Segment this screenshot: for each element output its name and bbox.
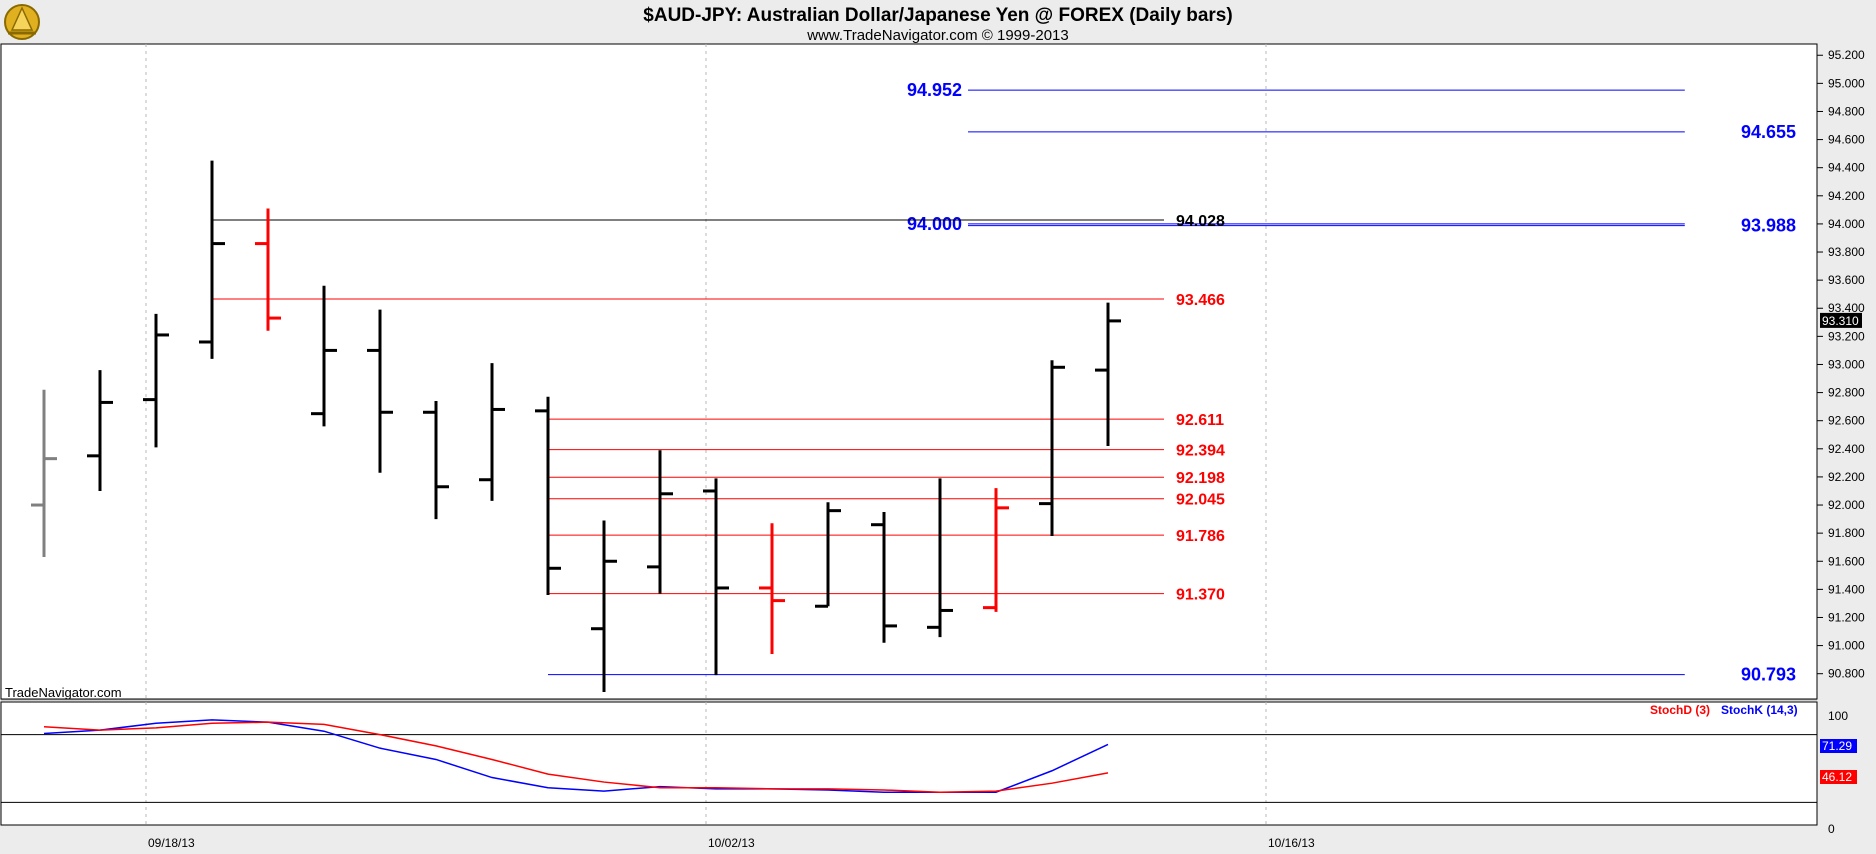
stoch-tick-100: 100 (1828, 709, 1848, 723)
level-label-93.988: 93.988 (1741, 216, 1796, 236)
y-tick-label: 93.000 (1828, 357, 1865, 371)
ohlc-bar (31, 389, 57, 558)
stochastic-lines (1, 719, 1817, 803)
level-label-92.611: 92.611 (1176, 412, 1224, 429)
ohlc-bar (255, 208, 281, 331)
y-tick-label: 92.200 (1828, 470, 1865, 484)
y-tick-label: 93.800 (1828, 245, 1865, 259)
y-tick-label: 91.000 (1828, 639, 1865, 653)
ohlc-bar (591, 520, 617, 692)
ohlc-bar (1039, 360, 1065, 536)
ohlc-bar (647, 450, 673, 594)
plot-area (0, 43, 1818, 700)
ohlc-bar (983, 488, 1009, 612)
ohlc-bar (703, 478, 729, 676)
ohlc-bar (367, 309, 393, 473)
ohlc-bar (143, 313, 169, 448)
trade-navigator-logo-icon (4, 4, 40, 40)
y-tick-label: 92.000 (1828, 498, 1865, 512)
level-label-91.370: 91.370 (1176, 587, 1225, 604)
ohlc-bar (87, 370, 113, 491)
y-tick-label: 95.000 (1828, 76, 1865, 90)
y-tick-label: 94.000 (1828, 217, 1865, 231)
ohlc-bar (871, 512, 897, 643)
legend-stochd: StochD (3) (1650, 703, 1710, 717)
y-tick-label: 90.800 (1828, 667, 1865, 681)
chart-subtitle: www.TradeNavigator.com © 1999-2013 (806, 27, 1068, 44)
price-bars (31, 160, 1121, 692)
stoch-k-last: 71.29 (1822, 739, 1852, 753)
x-tick-label: 10/16/13 (1268, 836, 1315, 850)
watermark: TradeNavigator.com (5, 685, 122, 700)
price-axis: 90.800 91.000 91.200 91.400 91.600 91.800 92.0… (1817, 48, 1865, 681)
stoch-tick-0: 0 (1828, 822, 1835, 836)
level-label-93.466: 93.466 (1176, 292, 1225, 309)
y-tick-label: 91.400 (1828, 582, 1865, 596)
date-axis: 09/18/13 10/02/13 10/16/13 (148, 836, 1315, 850)
stoch-k-badge: 71.29 (1820, 739, 1857, 753)
stoch-d-last: 46.12 (1822, 770, 1852, 784)
y-tick-label: 92.400 (1828, 442, 1865, 456)
last-price-label: 93.310 (1822, 314, 1859, 328)
y-tick-label: 91.200 (1828, 610, 1865, 624)
level-label-91.786: 91.786 (1176, 528, 1225, 545)
y-tick-label: 94.200 (1828, 189, 1865, 203)
y-tick-label: 94.600 (1828, 133, 1865, 147)
level-label-92.198: 92.198 (1176, 470, 1225, 487)
ohlc-bar (479, 363, 505, 501)
level-label-94.000: 94.000 (907, 214, 962, 234)
level-label-92.045: 92.045 (1176, 492, 1225, 509)
y-tick-label: 94.800 (1828, 104, 1865, 118)
ohlc-bar (1095, 302, 1121, 446)
level-label-94.655: 94.655 (1741, 122, 1796, 142)
ohlc-bar (423, 401, 449, 520)
y-tick-label: 92.600 (1828, 414, 1865, 428)
level-lines: 94.952 94.655 94.000 93.988 94.028 93.466 92.6… (212, 80, 1796, 685)
x-tick-label: 10/02/13 (708, 836, 755, 850)
legend-stochk: StochK (14,3) (1721, 703, 1798, 717)
y-tick-label: 91.600 (1828, 554, 1865, 568)
y-tick-label: 91.800 (1828, 526, 1865, 540)
ohlc-bar (815, 502, 841, 608)
y-tick-label: 95.200 (1828, 48, 1865, 62)
ohlc-bar (927, 478, 953, 638)
y-tick-label: 93.200 (1828, 329, 1865, 343)
level-label-94.028: 94.028 (1176, 213, 1225, 230)
level-label-94.952: 94.952 (907, 80, 962, 100)
ohlc-bar (311, 285, 337, 427)
ohlc-bar (759, 523, 785, 655)
y-tick-label: 94.400 (1828, 161, 1865, 175)
chart-title: $AUD-JPY: Australian Dollar/Japanese Yen… (643, 5, 1232, 26)
y-tick-label: 93.600 (1828, 273, 1865, 287)
level-label-92.394: 92.394 (1176, 443, 1225, 460)
stoch-d-line (43, 721, 1109, 793)
level-label-90.793: 90.793 (1741, 665, 1796, 685)
y-tick-label: 93.400 (1828, 301, 1865, 315)
stoch-d-badge: 46.12 (1820, 770, 1857, 784)
ohlc-bar (535, 396, 561, 595)
stoch-panel (0, 701, 1818, 826)
y-tick-label: 92.800 (1828, 386, 1865, 400)
ohlc-bar (199, 160, 225, 359)
x-tick-label: 09/18/13 (148, 836, 195, 850)
last-price-badge: 93.310 (1820, 312, 1862, 328)
